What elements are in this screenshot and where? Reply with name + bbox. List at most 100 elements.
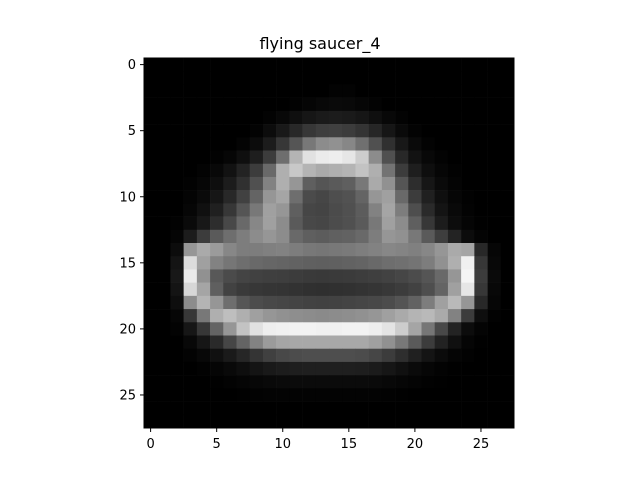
heatmap-cell	[395, 269, 409, 283]
heatmap-cell	[249, 163, 264, 178]
heatmap-cell	[157, 361, 171, 376]
heatmap-cell	[223, 150, 237, 165]
heatmap-cell	[315, 137, 330, 151]
heatmap-cell	[447, 414, 462, 429]
heatmap-cell	[236, 295, 251, 310]
heatmap-cell	[276, 414, 290, 429]
y-tick-label: 25	[119, 388, 136, 403]
heatmap-cell	[368, 150, 383, 165]
heatmap-cell	[342, 71, 356, 85]
heatmap-cell	[447, 150, 462, 165]
heatmap-cell	[236, 375, 251, 389]
heatmap-cell	[447, 295, 462, 310]
heatmap-cell	[381, 375, 396, 389]
heatmap-cell	[196, 137, 211, 151]
heatmap-cell	[421, 71, 436, 85]
heatmap-cell	[381, 190, 396, 204]
heatmap-cell	[474, 137, 488, 151]
heatmap-cell	[381, 295, 396, 310]
heatmap-cell	[421, 137, 436, 151]
heatmap-cell	[262, 256, 277, 270]
heatmap-cell	[421, 97, 436, 112]
heatmap-cell	[487, 375, 502, 389]
heatmap-cell	[196, 58, 211, 72]
heatmap-cell	[500, 176, 515, 191]
heatmap-cell	[223, 176, 237, 191]
heatmap-cell	[302, 348, 317, 363]
heatmap-cell	[395, 190, 409, 204]
heatmap-cell	[355, 269, 369, 283]
heatmap-cell	[170, 282, 184, 297]
heatmap-cell	[157, 229, 171, 244]
heatmap-cell	[368, 269, 383, 283]
heatmap-cell	[170, 163, 184, 178]
heatmap-cell	[329, 256, 343, 270]
heatmap-cell	[474, 375, 488, 389]
heatmap-cell	[144, 229, 158, 244]
heatmap-cell	[144, 203, 158, 217]
heatmap-cell	[500, 388, 515, 402]
heatmap-cell	[500, 414, 515, 429]
heatmap-cell	[487, 282, 502, 297]
heatmap-cell	[249, 97, 264, 112]
heatmap-cell	[421, 295, 436, 310]
heatmap-cell	[461, 361, 475, 376]
x-tick-label: 15	[341, 437, 358, 452]
heatmap-cell	[210, 58, 224, 72]
heatmap-cell	[329, 348, 343, 363]
heatmap-cell	[170, 110, 184, 125]
heatmap-cell	[170, 348, 184, 363]
heatmap-cell	[183, 282, 198, 297]
heatmap-cell	[500, 58, 515, 72]
heatmap-cell	[183, 229, 198, 244]
heatmap-cell	[355, 58, 369, 72]
heatmap-cell	[447, 71, 462, 85]
heatmap-cell	[421, 256, 436, 270]
heatmap-cell	[329, 229, 343, 244]
heatmap-cell	[262, 58, 277, 72]
heatmap-cell	[421, 150, 436, 165]
heatmap-cell	[355, 295, 369, 310]
heatmap-cell	[474, 401, 488, 416]
heatmap-cell	[342, 163, 356, 178]
heatmap-cell	[434, 176, 449, 191]
heatmap-cell	[474, 414, 488, 429]
heatmap-cell	[262, 361, 277, 376]
heatmap-cell	[474, 203, 488, 217]
heatmap-cell	[249, 216, 264, 231]
heatmap-cell	[355, 375, 369, 389]
heatmap-cell	[408, 322, 422, 336]
heatmap-cell	[276, 348, 290, 363]
heatmap-cell	[395, 401, 409, 416]
heatmap-cell	[289, 203, 303, 217]
heatmap-cell	[315, 243, 330, 257]
heatmap-cell	[262, 282, 277, 297]
heatmap-cell	[289, 97, 303, 112]
heatmap-cell	[355, 335, 369, 350]
heatmap-cell	[302, 401, 317, 416]
heatmap-cell	[474, 190, 488, 204]
heatmap-cell	[144, 176, 158, 191]
heatmap-cell	[408, 348, 422, 363]
heatmap-cell	[381, 361, 396, 376]
heatmap-cell	[315, 150, 330, 165]
heatmap-cell	[474, 295, 488, 310]
heatmap-cell	[500, 190, 515, 204]
heatmap-cell	[421, 216, 436, 231]
heatmap-cell	[236, 176, 251, 191]
heatmap-cell	[144, 256, 158, 270]
heatmap-cell	[289, 137, 303, 151]
heatmap-cell	[487, 256, 502, 270]
heatmap-cell	[170, 203, 184, 217]
heatmap-cell	[434, 229, 449, 244]
heatmap-cell	[487, 335, 502, 350]
heatmap-cell	[500, 295, 515, 310]
heatmap-cell	[487, 190, 502, 204]
heatmap-cell	[487, 216, 502, 231]
y-axis-ticks: 0 5 10 15 20 25	[119, 58, 144, 403]
heatmap-cell	[381, 256, 396, 270]
heatmap-cell	[395, 361, 409, 376]
heatmap-cell	[474, 229, 488, 244]
heatmap-cell	[276, 190, 290, 204]
